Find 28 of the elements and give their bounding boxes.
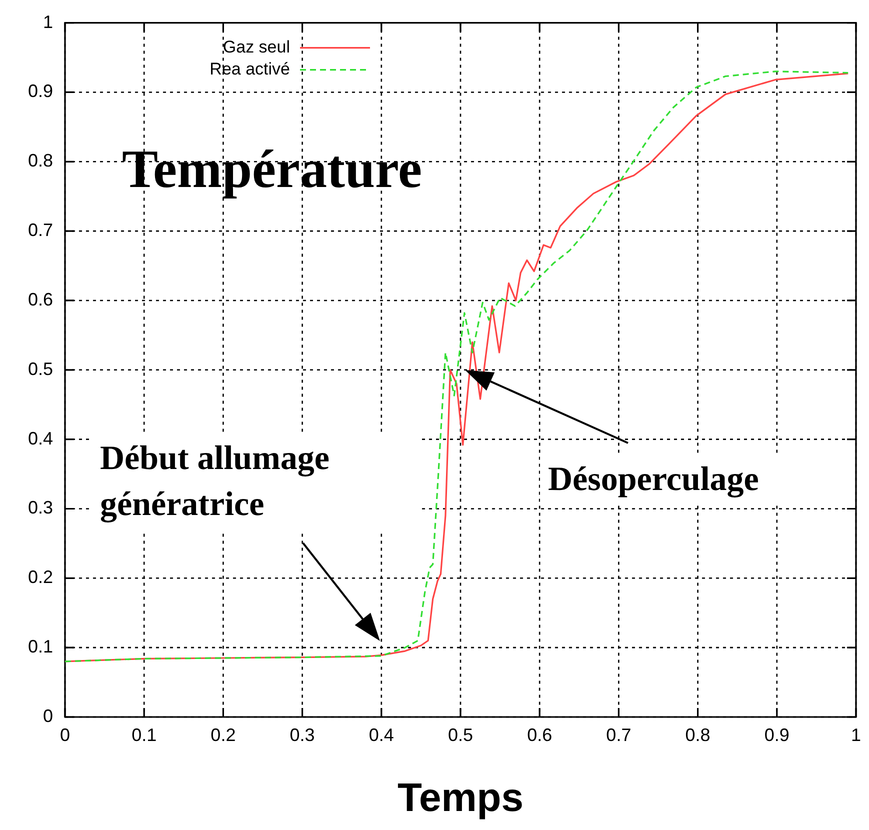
y-tick-label: 0.2 [28,567,53,588]
y-tick-label: 0.7 [28,220,53,240]
x-tick-label: 0.2 [210,724,236,745]
x-tick-label: 1 [850,724,861,745]
x-tick-label: 0.6 [527,724,552,745]
x-tick-label: 0.4 [368,724,394,745]
x-tick-label: 0.8 [685,724,710,745]
x-tick-label: 0 [60,724,70,745]
x-axis-title: Temps [398,776,524,820]
y-tick-label: 0.3 [28,498,53,518]
y-tick-label: 0.1 [28,636,53,657]
y-tick-label: 0.8 [28,150,53,171]
x-tick-label: 0.5 [448,724,474,745]
x-tick-label: 0.7 [606,724,632,745]
x-tick-label: 0.9 [764,724,790,745]
y-tick-label: 0.4 [28,428,53,448]
annotation: Début allumage génératrice [92,434,418,530]
y-tick-label: 0.9 [28,81,53,102]
annotation: Désoperculage [540,455,842,505]
x-tick-label: 0.1 [132,724,157,745]
y-tick-label: 0 [42,706,53,726]
legend-label: Gaz seul [222,37,290,56]
y-tick-label: 1 [42,12,53,32]
text: Température [122,138,422,200]
legend-label: Rea activé [210,59,290,78]
x-tick-label: 0.3 [290,724,315,745]
y-tick-label: 0.6 [28,289,53,310]
y-tick-label: 0.5 [28,358,53,379]
